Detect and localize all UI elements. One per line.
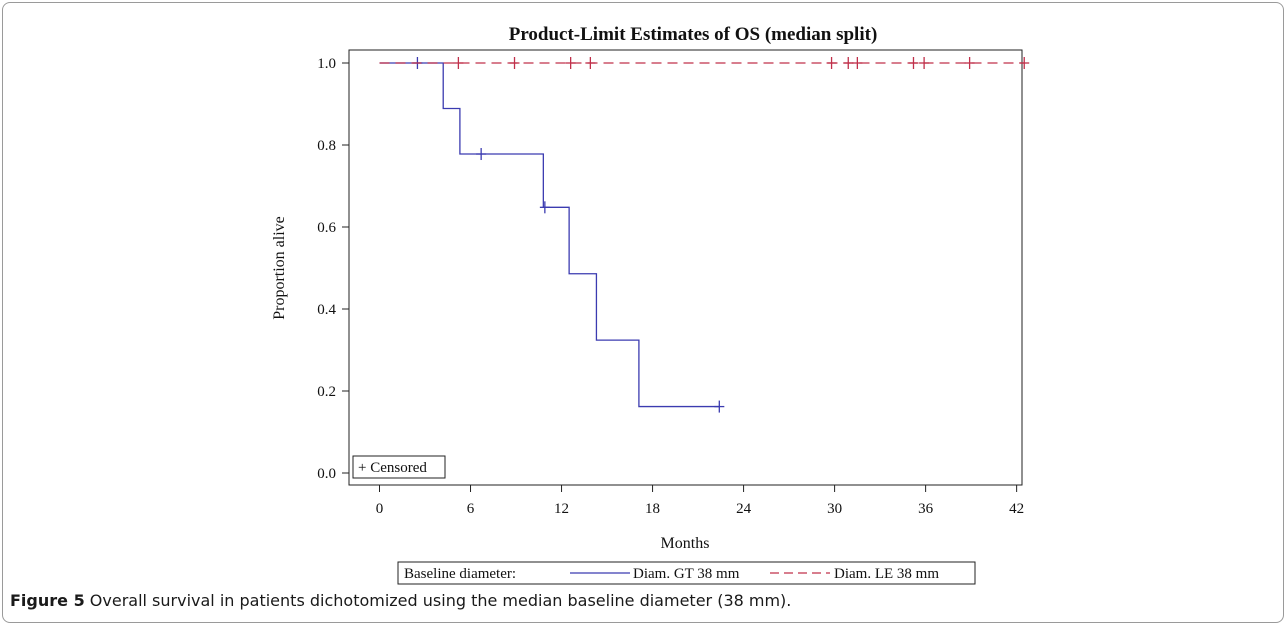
y-axis-label: Proportion alive <box>271 216 288 320</box>
x-axis-label: Months <box>661 535 710 552</box>
x-tick-label: 24 <box>736 501 752 517</box>
censored-mark <box>566 57 576 69</box>
y-axis: 0.0 0.2 0.4 0.6 0.8 1.0 <box>317 56 349 482</box>
caption-text: Overall survival in patients dichotomize… <box>85 591 792 610</box>
censored-mark <box>1019 57 1029 69</box>
censored-mark <box>453 57 463 69</box>
censored-mark <box>540 201 550 213</box>
censored-mark <box>510 57 520 69</box>
y-tick-label: 0.8 <box>317 138 336 154</box>
x-tick-label: 0 <box>376 501 384 517</box>
x-tick-label: 42 <box>1009 501 1024 517</box>
x-axis: 0 6 12 18 24 30 36 42 <box>376 485 1024 517</box>
series-layer <box>380 57 1030 413</box>
figure-caption: Figure 5 Overall survival in patients di… <box>10 591 1270 610</box>
censored-mark <box>585 57 595 69</box>
y-tick-label: 0.6 <box>317 220 336 236</box>
y-tick-label: 0.2 <box>317 384 336 400</box>
legend-entry-le: Diam. LE 38 mm <box>834 566 939 582</box>
censored-mark <box>852 57 862 69</box>
legend-title: Baseline diameter: <box>404 566 516 582</box>
censored-mark <box>714 401 724 413</box>
series-line-gt <box>380 63 720 407</box>
censored-legend-text: + Censored <box>358 460 427 476</box>
plot-area <box>349 50 1022 485</box>
x-tick-label: 6 <box>467 501 475 517</box>
caption-label: Figure 5 <box>10 591 85 610</box>
x-tick-label: 36 <box>918 501 934 517</box>
legend: Baseline diameter: Diam. GT 38 mm Diam. … <box>398 562 975 584</box>
y-tick-label: 1.0 <box>317 56 336 72</box>
y-tick-label: 0.0 <box>317 466 336 482</box>
chart-title: Product-Limit Estimates of OS (median sp… <box>509 24 878 45</box>
legend-entry-gt: Diam. GT 38 mm <box>633 566 740 582</box>
x-tick-label: 30 <box>827 501 842 517</box>
censored-mark <box>919 57 929 69</box>
censored-mark <box>965 57 975 69</box>
x-tick-label: 18 <box>645 501 660 517</box>
y-tick-label: 0.4 <box>317 302 336 318</box>
censored-mark <box>476 148 486 160</box>
censored-mark <box>843 57 853 69</box>
censored-mark <box>908 57 918 69</box>
censored-mark <box>827 57 837 69</box>
censored-inset-legend: + Censored <box>353 456 445 478</box>
x-tick-label: 12 <box>554 501 569 517</box>
